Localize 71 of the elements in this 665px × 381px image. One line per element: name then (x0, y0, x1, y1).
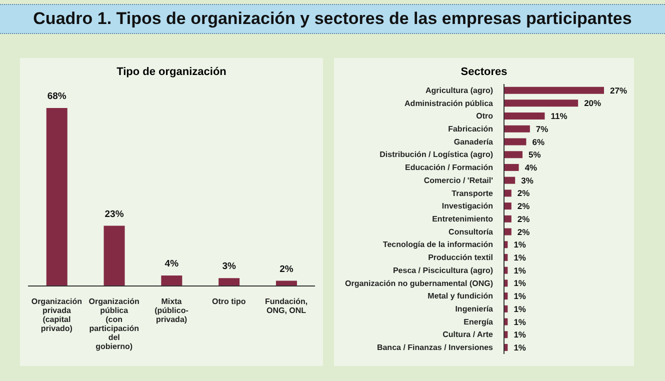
data-label: 3% (222, 261, 236, 272)
x-tick-label: Otro tipo (212, 297, 246, 306)
bar (504, 215, 512, 222)
data-label: 1% (514, 265, 526, 276)
data-label: 1% (514, 291, 526, 302)
y-tick-label: Tecnología de la información (382, 240, 494, 250)
y-tick-label: Investigación (442, 202, 494, 211)
data-label: 68% (47, 91, 67, 102)
x-tick-label: Fundación, ONG, ONL (264, 297, 308, 315)
y-tick-label: Organización no gubernamental (ONG) (344, 278, 494, 288)
data-label: 2% (517, 201, 530, 212)
bar (504, 125, 530, 132)
data-label: 4% (524, 162, 538, 172)
data-label: 1% (514, 330, 526, 340)
y-tick-label: Comercio / 'Retail' (424, 176, 494, 185)
bar (218, 278, 240, 286)
y-tick-label: Transporte (452, 188, 494, 198)
chart-title: Sectores (460, 66, 508, 78)
data-label: 1% (514, 342, 526, 352)
y-tick-label: Ganadería (454, 137, 494, 146)
data-label: 27% (610, 85, 628, 96)
data-label: 2% (280, 264, 294, 275)
data-label: 2% (517, 214, 530, 224)
data-label: 4% (164, 258, 180, 270)
data-label: 2% (517, 226, 530, 237)
data-label: 23% (104, 208, 124, 220)
y-tick-label: Administración pública (404, 98, 494, 108)
y-tick-label: Educación / Formación (404, 163, 494, 172)
y-tick-label: Otro (476, 112, 494, 121)
bar (504, 228, 512, 236)
data-label: 3% (521, 175, 534, 186)
data-label: 20% (584, 98, 602, 108)
y-tick-label: Cultura / Arte (442, 330, 494, 340)
y-tick-label: Entretenimiento (432, 214, 494, 224)
bar (104, 226, 125, 286)
data-label: 1% (514, 316, 526, 327)
y-tick-label: Fabricación (448, 124, 494, 134)
data-label: 5% (528, 150, 542, 160)
x-tick-label: Organización privada (capital privado) (31, 297, 82, 333)
x-tick-label: Organización pública (con participación del gobierno) (88, 297, 140, 351)
bar (504, 112, 545, 120)
y-tick-label: Pesca / Piscicultura (agro) (392, 266, 494, 275)
y-tick-label: Producción textil (428, 253, 493, 262)
data-label: 1% (514, 304, 526, 314)
bar (504, 164, 519, 171)
data-label: 1% (514, 278, 526, 288)
bar (504, 151, 523, 158)
bar (504, 100, 578, 107)
y-tick-label: Agricultura (agro) (425, 86, 494, 95)
y-tick-label: Distribución / Logística (agro) (380, 150, 494, 160)
bar (504, 202, 512, 210)
data-label: 1% (514, 240, 526, 250)
bar (504, 190, 512, 197)
data-label: 1% (514, 252, 526, 262)
y-tick-label: Consultoría (448, 227, 494, 236)
bar (504, 176, 516, 184)
y-tick-label: Ingeniería (455, 304, 494, 314)
data-label: 6% (532, 136, 545, 147)
y-tick-label: Energía (464, 317, 494, 326)
bar (504, 86, 604, 94)
y-tick-label: Metal y fundición (428, 292, 494, 301)
chart-subtitle: Tipo de organización (116, 66, 228, 78)
bar (504, 138, 526, 146)
chart-title: Cuadro 1. Tipos de organización y sectores de las empresas participantes (0, 4, 665, 34)
bar (161, 276, 182, 286)
x-tick-label: Mixta (público-privada) (154, 297, 189, 324)
data-label: 11% (550, 111, 568, 122)
bar (46, 108, 68, 286)
y-tick-label: Banca / Finanzas / Inversiones (376, 343, 494, 352)
data-label: 7% (536, 124, 549, 134)
data-label: 2% (517, 188, 530, 198)
